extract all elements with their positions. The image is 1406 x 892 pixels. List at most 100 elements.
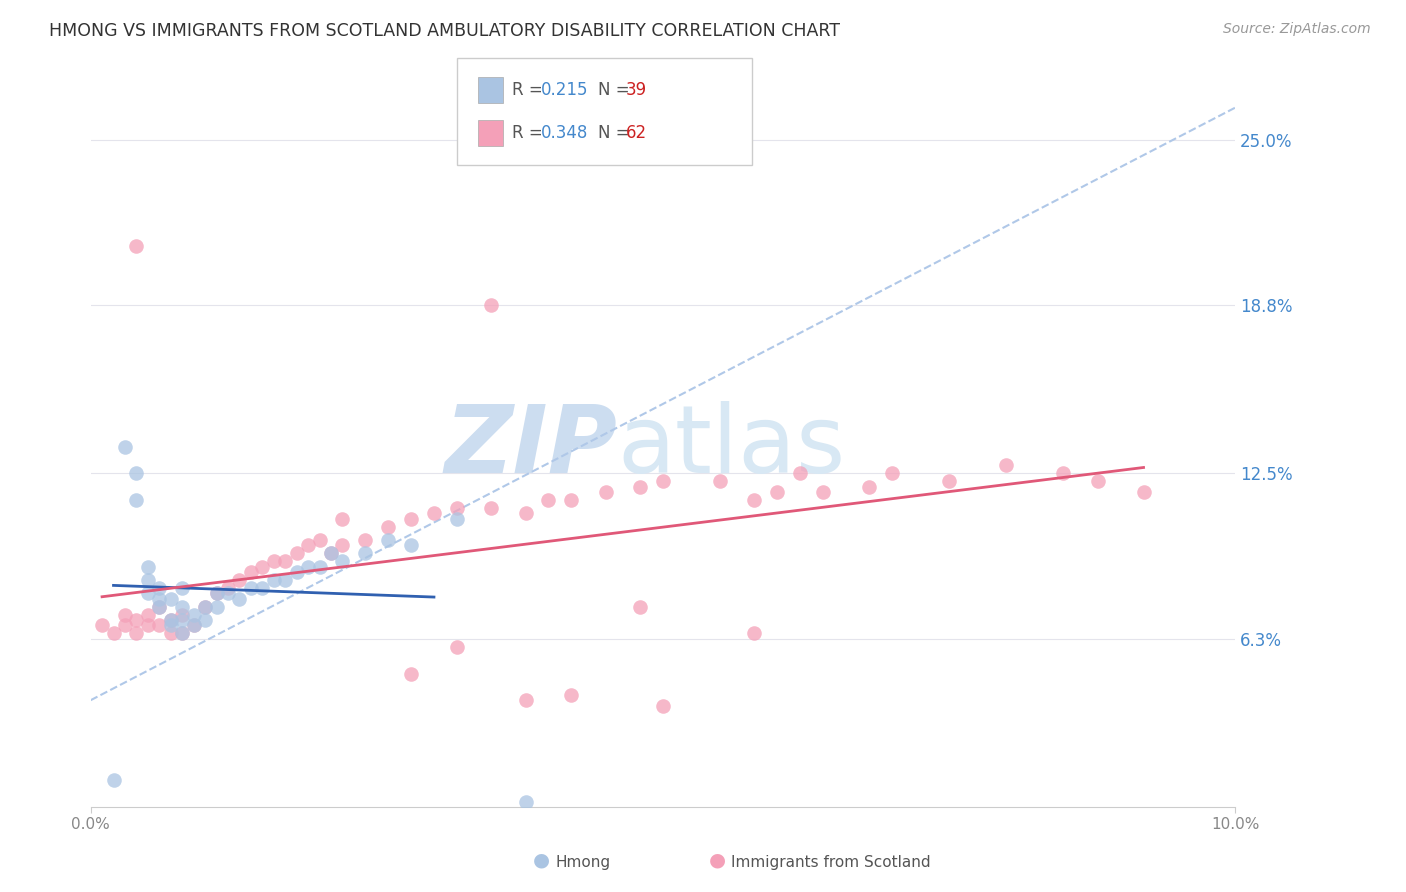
Point bbox=[560, 493, 582, 508]
Text: Hmong: Hmong bbox=[555, 855, 610, 870]
Point bbox=[217, 586, 239, 600]
Point bbox=[136, 559, 159, 574]
Point bbox=[744, 626, 766, 640]
Point bbox=[880, 467, 903, 481]
Point bbox=[194, 599, 217, 614]
Point bbox=[194, 613, 217, 627]
Point bbox=[446, 512, 468, 526]
Point bbox=[399, 512, 422, 526]
Point bbox=[114, 607, 136, 622]
Point bbox=[297, 538, 319, 552]
Point bbox=[172, 626, 194, 640]
Text: N =: N = bbox=[598, 124, 634, 142]
Point bbox=[354, 546, 377, 560]
Point bbox=[125, 493, 148, 508]
Point bbox=[377, 533, 399, 547]
Point bbox=[446, 501, 468, 516]
Point bbox=[148, 591, 170, 606]
Point bbox=[709, 475, 731, 489]
Point bbox=[159, 613, 181, 627]
Point bbox=[399, 666, 422, 681]
Point bbox=[560, 688, 582, 702]
Point bbox=[995, 458, 1018, 473]
Point bbox=[136, 618, 159, 632]
Point bbox=[354, 533, 377, 547]
Point bbox=[205, 586, 228, 600]
Point bbox=[308, 533, 330, 547]
Point bbox=[159, 591, 181, 606]
Point bbox=[628, 480, 651, 494]
Point bbox=[285, 546, 308, 560]
Point bbox=[377, 520, 399, 534]
Point bbox=[789, 467, 811, 481]
Point bbox=[172, 581, 194, 595]
Point bbox=[172, 607, 194, 622]
Text: ●: ● bbox=[709, 851, 725, 870]
Point bbox=[125, 613, 148, 627]
Point bbox=[332, 512, 354, 526]
Point bbox=[228, 573, 250, 587]
Point bbox=[651, 475, 673, 489]
Point bbox=[183, 607, 205, 622]
Point bbox=[297, 559, 319, 574]
Point bbox=[263, 573, 285, 587]
Text: 39: 39 bbox=[626, 81, 647, 99]
Point bbox=[308, 559, 330, 574]
Point bbox=[479, 298, 502, 312]
Point bbox=[274, 573, 297, 587]
Point bbox=[125, 467, 148, 481]
Point bbox=[515, 795, 537, 809]
Text: HMONG VS IMMIGRANTS FROM SCOTLAND AMBULATORY DISABILITY CORRELATION CHART: HMONG VS IMMIGRANTS FROM SCOTLAND AMBULA… bbox=[49, 22, 841, 40]
Point bbox=[811, 485, 834, 500]
Text: Immigrants from Scotland: Immigrants from Scotland bbox=[731, 855, 931, 870]
Point bbox=[125, 626, 148, 640]
Point bbox=[217, 581, 239, 595]
Point bbox=[194, 599, 217, 614]
Point bbox=[479, 501, 502, 516]
Point bbox=[766, 485, 789, 500]
Point bbox=[423, 507, 446, 521]
Point bbox=[136, 573, 159, 587]
Point bbox=[114, 618, 136, 632]
Point bbox=[399, 538, 422, 552]
Text: R =: R = bbox=[512, 124, 548, 142]
Point bbox=[125, 239, 148, 253]
Point bbox=[252, 559, 274, 574]
Point bbox=[537, 493, 560, 508]
Point bbox=[319, 546, 342, 560]
Text: R =: R = bbox=[512, 81, 548, 99]
Text: N =: N = bbox=[598, 81, 634, 99]
Point bbox=[159, 626, 181, 640]
Point bbox=[1052, 467, 1074, 481]
Point bbox=[205, 586, 228, 600]
Text: atlas: atlas bbox=[617, 401, 845, 492]
Point bbox=[103, 773, 125, 788]
Point bbox=[285, 565, 308, 579]
Point bbox=[595, 485, 617, 500]
Text: 0.348: 0.348 bbox=[541, 124, 589, 142]
Point bbox=[172, 626, 194, 640]
Point bbox=[332, 554, 354, 568]
Point bbox=[239, 581, 262, 595]
Point bbox=[319, 546, 342, 560]
Point bbox=[744, 493, 766, 508]
Point bbox=[628, 599, 651, 614]
Point bbox=[159, 613, 181, 627]
Point bbox=[515, 693, 537, 707]
Point bbox=[159, 618, 181, 632]
Point bbox=[103, 626, 125, 640]
Point bbox=[651, 698, 673, 713]
Point bbox=[446, 640, 468, 654]
Point bbox=[239, 565, 262, 579]
Point bbox=[172, 599, 194, 614]
Text: ZIP: ZIP bbox=[444, 401, 617, 492]
Point bbox=[136, 586, 159, 600]
Point bbox=[148, 618, 170, 632]
Point bbox=[114, 440, 136, 454]
Text: ●: ● bbox=[533, 851, 550, 870]
Point bbox=[1087, 475, 1109, 489]
Point bbox=[183, 618, 205, 632]
Point bbox=[172, 613, 194, 627]
Point bbox=[183, 618, 205, 632]
Point bbox=[91, 618, 114, 632]
